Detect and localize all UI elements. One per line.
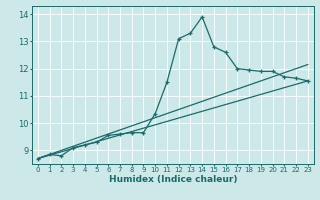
X-axis label: Humidex (Indice chaleur): Humidex (Indice chaleur): [108, 175, 237, 184]
